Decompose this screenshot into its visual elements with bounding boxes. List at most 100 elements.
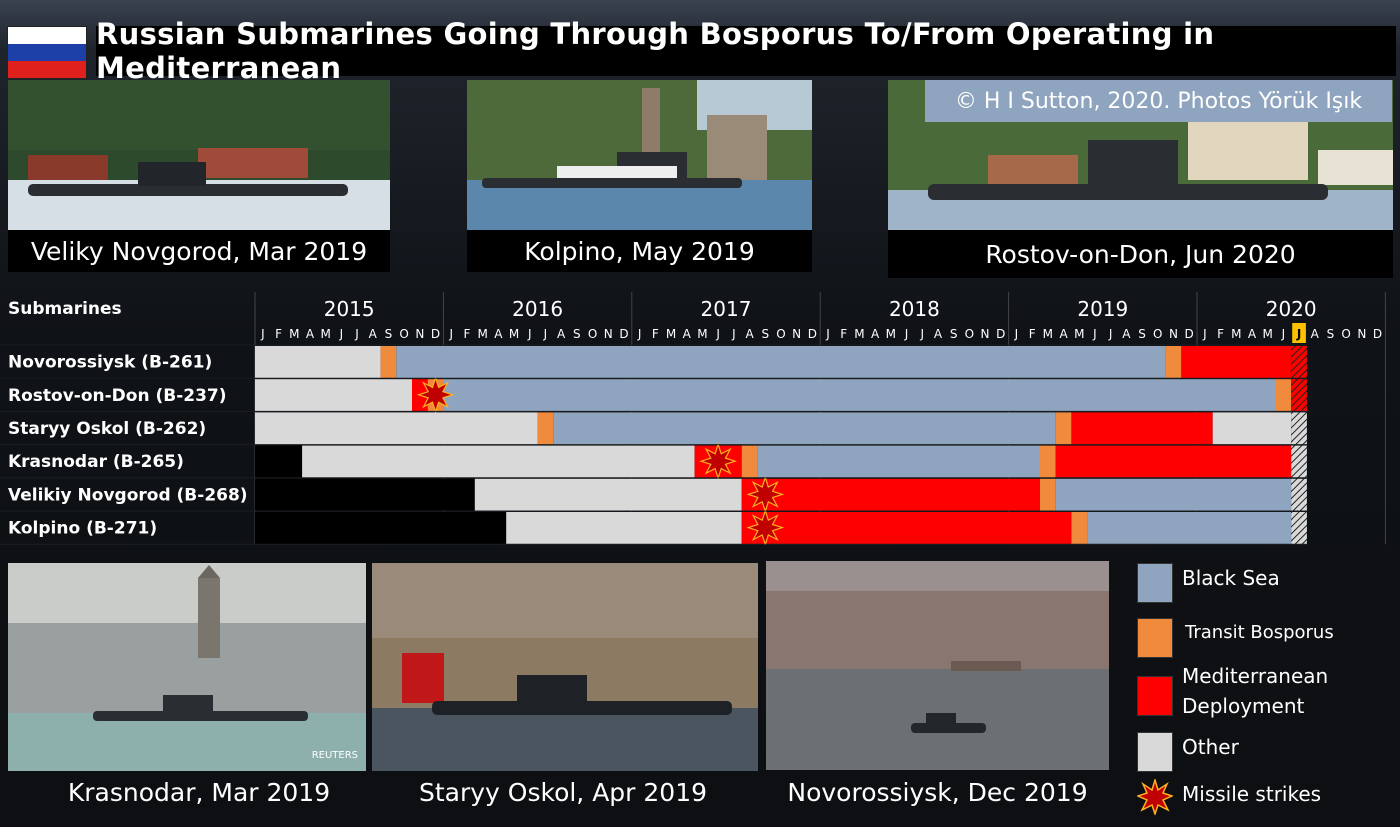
month-label: S bbox=[950, 327, 958, 341]
month-label: J bbox=[543, 327, 548, 341]
segment-transit bbox=[1055, 412, 1072, 445]
month-label: A bbox=[494, 327, 503, 341]
legend-label-missile: Missile strikes bbox=[1182, 782, 1322, 806]
year-label: 2016 bbox=[512, 297, 563, 321]
caption-bottom-2: Staryy Oskol, Apr 2019 bbox=[418, 778, 708, 807]
month-label: F bbox=[275, 327, 282, 341]
month-label: F bbox=[652, 327, 659, 341]
month-label: S bbox=[761, 327, 769, 341]
legend-swatch-black-sea bbox=[1137, 563, 1173, 603]
month-label: M bbox=[1074, 327, 1084, 341]
segment-mediterranean bbox=[741, 478, 1040, 511]
year-label: 2017 bbox=[701, 297, 752, 321]
segment-not-in_service bbox=[255, 478, 475, 511]
photo-krasnodar: REUTERS bbox=[8, 563, 366, 771]
month-label: A bbox=[1248, 327, 1257, 341]
missile-strike-icon bbox=[746, 508, 785, 545]
legend-label-transit: Transit Bosporus bbox=[1185, 622, 1334, 643]
month-label: J bbox=[260, 327, 265, 341]
month-label: D bbox=[1373, 327, 1382, 341]
legend-item-transit bbox=[1137, 618, 1173, 658]
segment-hatched bbox=[1291, 512, 1307, 545]
segment-mediterranean bbox=[1181, 346, 1292, 379]
month-label: J bbox=[527, 327, 532, 341]
legend-label-mediterranean-1: Mediterranean bbox=[1182, 664, 1329, 688]
photo-kolpino bbox=[467, 80, 812, 230]
month-label: J bbox=[919, 327, 924, 341]
current-month-highlight bbox=[1292, 323, 1306, 343]
month-label: J bbox=[1296, 327, 1301, 341]
photo-staryy-oskol bbox=[372, 563, 758, 771]
caption-bottom-1: Krasnodar, Mar 2019 bbox=[67, 778, 331, 807]
month-label: J bbox=[339, 327, 344, 341]
year-label: 2018 bbox=[889, 297, 940, 321]
month-label: O bbox=[1153, 327, 1162, 341]
month-label: A bbox=[683, 327, 692, 341]
submarine-label: Rostov-on-Don (B-237) bbox=[8, 386, 227, 406]
submarine-label: Kolpino (B-271) bbox=[8, 519, 157, 539]
month-label: A bbox=[557, 327, 566, 341]
month-label: F bbox=[1029, 327, 1036, 341]
month-label: M bbox=[320, 327, 330, 341]
month-label: A bbox=[745, 327, 754, 341]
segment-black-sea bbox=[757, 445, 1040, 478]
submarine-label: Krasnodar (B-265) bbox=[8, 452, 184, 472]
missile-strike-icon bbox=[699, 442, 738, 481]
month-label: M bbox=[477, 327, 487, 341]
month-label: D bbox=[1185, 327, 1194, 341]
year-label: 2015 bbox=[324, 297, 375, 321]
month-label: M bbox=[1262, 327, 1272, 341]
month-label: M bbox=[697, 327, 707, 341]
month-label: J bbox=[1014, 327, 1019, 341]
segment-other bbox=[255, 412, 538, 445]
month-label: N bbox=[792, 327, 801, 341]
legend-label-other: Other bbox=[1182, 735, 1239, 759]
caption-top-2: Kolpino, May 2019 bbox=[467, 230, 812, 272]
year-label: 2019 bbox=[1077, 297, 1128, 321]
photo-watermark: REUTERS bbox=[311, 750, 358, 761]
missile-strike-icon bbox=[416, 375, 455, 414]
segment-transit bbox=[537, 412, 554, 445]
segment-black-sea bbox=[553, 412, 1056, 445]
month-label: S bbox=[1327, 327, 1335, 341]
year-label: 2020 bbox=[1266, 297, 1317, 321]
photo-novorossiysk bbox=[766, 561, 1109, 770]
month-label: J bbox=[1108, 327, 1113, 341]
month-label: M bbox=[1043, 327, 1053, 341]
month-label: J bbox=[904, 327, 909, 341]
month-label: M bbox=[509, 327, 519, 341]
month-label: F bbox=[1217, 327, 1224, 341]
legend-missile-icon bbox=[1137, 779, 1173, 815]
month-label: S bbox=[1138, 327, 1146, 341]
legend-label-black-sea: Black Sea bbox=[1182, 566, 1280, 590]
segment-hatched-red bbox=[1291, 379, 1307, 412]
month-label: A bbox=[369, 327, 378, 341]
legend: Black Sea Transit Bosporus Mediterranean… bbox=[1137, 560, 1397, 820]
month-label: J bbox=[731, 327, 736, 341]
segment-mediterranean bbox=[1055, 445, 1292, 478]
month-label: O bbox=[588, 327, 597, 341]
month-label: J bbox=[715, 327, 720, 341]
month-label: O bbox=[776, 327, 785, 341]
month-label: N bbox=[981, 327, 990, 341]
month-label: J bbox=[1202, 327, 1207, 341]
month-label: A bbox=[871, 327, 880, 341]
month-label: O bbox=[399, 327, 408, 341]
caption-top-3: Rostov-on-Don, Jun 2020 bbox=[888, 230, 1393, 278]
month-label: M bbox=[1231, 327, 1241, 341]
legend-swatch-other bbox=[1137, 732, 1173, 772]
month-label: J bbox=[448, 327, 453, 341]
month-label: D bbox=[431, 327, 440, 341]
segment-black-sea bbox=[1055, 478, 1292, 511]
segment-hatched bbox=[1291, 478, 1307, 511]
month-label: D bbox=[996, 327, 1005, 341]
month-label: M bbox=[886, 327, 896, 341]
caption-bottom-3: Novorossiysk, Dec 2019 bbox=[787, 778, 1088, 807]
segment-hatched bbox=[1291, 445, 1307, 478]
month-label: O bbox=[965, 327, 974, 341]
month-label: N bbox=[415, 327, 424, 341]
russian-flag bbox=[7, 26, 87, 79]
submarine-label: Staryy Oskol (B-262) bbox=[8, 419, 206, 439]
photo-credit: © H I Sutton, 2020. Photos Yörük Işık bbox=[925, 80, 1392, 122]
